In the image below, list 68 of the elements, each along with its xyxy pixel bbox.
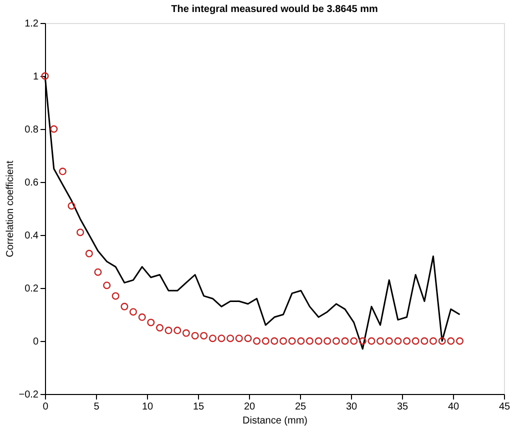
point — [218, 334, 226, 342]
point — [50, 125, 58, 133]
x-tick-label: 20 — [244, 402, 256, 412]
x-tick-label: 40 — [448, 402, 460, 412]
point — [376, 337, 384, 345]
chart-title: The integral measured would be 3.8645 mm — [171, 4, 378, 15]
point — [226, 334, 234, 342]
point — [438, 337, 446, 345]
x-tick-label: 15 — [192, 402, 204, 412]
point — [244, 334, 252, 342]
point — [94, 268, 102, 276]
point — [156, 324, 164, 332]
point — [350, 337, 358, 345]
point — [447, 337, 455, 345]
point — [262, 337, 270, 345]
point — [385, 337, 393, 345]
point — [270, 337, 278, 345]
x-tick-label: 5 — [94, 402, 100, 412]
point — [420, 337, 428, 345]
point — [191, 332, 199, 340]
point — [112, 292, 120, 300]
point — [332, 337, 340, 345]
y-tick-label: 1.2 — [24, 18, 39, 30]
y-tick-label: 0.8 — [24, 124, 39, 136]
x-tick-label: 25 — [294, 402, 306, 412]
point — [297, 337, 305, 345]
point — [456, 337, 464, 345]
point — [164, 326, 172, 334]
point — [429, 337, 437, 345]
point — [235, 334, 243, 342]
y-tick-label: 0.4 — [24, 230, 39, 242]
y-tick-label: 0 — [32, 336, 39, 348]
point — [138, 313, 146, 321]
point — [412, 337, 420, 345]
y-tick-label: 0.6 — [24, 178, 39, 188]
x-tick-label: 0 — [42, 402, 49, 412]
point — [182, 329, 190, 337]
x-tick-label: 10 — [142, 402, 154, 412]
point — [129, 308, 137, 316]
y-axis-title: Correlation coefficient — [4, 160, 16, 258]
point — [103, 282, 111, 290]
y-tick-label: 1 — [32, 72, 39, 82]
x-axis-title: Distance (mm) — [242, 416, 308, 426]
point — [252, 337, 261, 345]
x-tick-label: 30 — [346, 402, 358, 412]
point — [208, 334, 216, 342]
point — [324, 337, 332, 345]
point — [314, 337, 322, 345]
x-tick-label: 45 — [498, 402, 510, 412]
point — [280, 337, 288, 345]
point — [68, 202, 76, 210]
point — [120, 302, 128, 310]
y-tick-label: 0.2 — [24, 284, 39, 294]
point — [341, 337, 349, 345]
x-tick-label: 35 — [396, 402, 408, 412]
point — [368, 337, 376, 345]
point — [288, 337, 296, 345]
point — [174, 326, 182, 334]
point — [306, 337, 314, 345]
point — [58, 168, 66, 176]
point — [147, 318, 155, 326]
point — [403, 337, 411, 345]
point — [85, 250, 93, 258]
point — [76, 228, 84, 236]
y-tick-label: −0.2 — [18, 390, 39, 400]
point — [394, 337, 402, 345]
point — [358, 337, 366, 345]
point — [200, 332, 208, 340]
